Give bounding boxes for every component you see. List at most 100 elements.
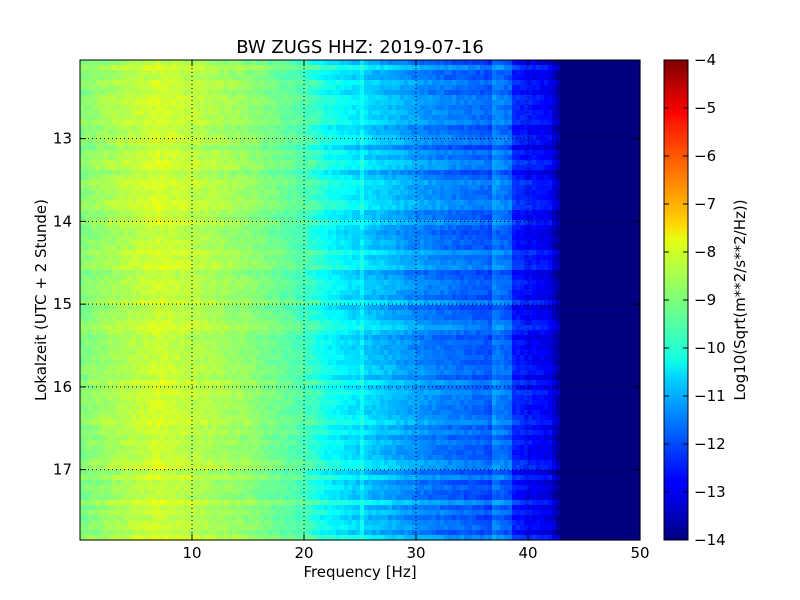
heatmap-cell xyxy=(176,115,181,121)
heatmap-cell xyxy=(304,235,309,241)
heatmap-cell xyxy=(84,175,89,181)
heatmap-cell xyxy=(580,215,585,221)
heatmap-cell xyxy=(480,220,485,226)
heatmap-cell xyxy=(400,190,405,196)
heatmap-cell xyxy=(348,235,353,241)
heatmap-cell xyxy=(252,110,257,116)
heatmap-cell xyxy=(360,230,365,236)
heatmap-cell xyxy=(588,225,593,231)
heatmap-cell xyxy=(528,200,533,206)
heatmap-cell xyxy=(600,165,605,171)
heatmap-cell xyxy=(504,165,509,171)
heatmap-cell xyxy=(196,195,201,201)
heatmap-cell xyxy=(516,140,521,146)
heatmap-cell xyxy=(236,75,241,81)
heatmap-cell xyxy=(492,180,497,186)
heatmap-cell xyxy=(616,170,621,176)
heatmap-cell xyxy=(332,180,337,186)
heatmap-cell xyxy=(468,225,473,231)
heatmap-cell xyxy=(128,135,133,141)
heatmap-cell xyxy=(108,200,113,206)
heatmap-cell xyxy=(88,75,93,81)
heatmap-cell xyxy=(372,180,377,186)
heatmap-cell xyxy=(636,100,641,106)
heatmap-cell xyxy=(448,185,453,191)
heatmap-cell xyxy=(288,85,293,91)
heatmap-cell xyxy=(368,180,373,186)
heatmap-cell xyxy=(576,130,581,136)
heatmap-cell xyxy=(452,90,457,96)
heatmap-cell xyxy=(600,230,605,236)
heatmap-cell xyxy=(544,155,549,161)
heatmap-cell xyxy=(176,190,181,196)
heatmap-cell xyxy=(188,155,193,161)
heatmap-cell xyxy=(464,70,469,76)
heatmap-cell xyxy=(516,210,521,216)
heatmap-cell xyxy=(388,110,393,116)
heatmap-cell xyxy=(80,190,85,196)
heatmap-cell xyxy=(216,85,221,91)
heatmap-cell xyxy=(528,215,533,221)
heatmap-cell xyxy=(112,105,117,111)
heatmap-cell xyxy=(588,65,593,71)
heatmap-cell xyxy=(224,190,229,196)
heatmap-cell xyxy=(192,145,197,151)
heatmap-cell xyxy=(168,170,173,176)
heatmap-cell xyxy=(288,150,293,156)
heatmap-cell xyxy=(248,200,253,206)
heatmap-cell xyxy=(216,215,221,221)
heatmap-cell xyxy=(232,60,237,66)
heatmap-cell xyxy=(204,85,209,91)
heatmap-cell xyxy=(468,120,473,126)
heatmap-cell xyxy=(420,215,425,221)
heatmap-cell xyxy=(452,225,457,231)
heatmap-cell xyxy=(588,80,593,86)
heatmap-cell xyxy=(268,165,273,171)
heatmap-cell xyxy=(192,120,197,126)
heatmap-cell xyxy=(548,170,553,176)
heatmap-cell xyxy=(380,70,385,76)
heatmap-cell xyxy=(576,200,581,206)
heatmap-cell xyxy=(536,205,541,211)
heatmap-cell xyxy=(160,210,165,216)
heatmap-cell xyxy=(472,60,477,66)
heatmap-cell xyxy=(124,140,129,146)
heatmap-cell xyxy=(112,205,117,211)
heatmap-cell xyxy=(440,60,445,66)
heatmap-cell xyxy=(448,120,453,126)
heatmap-cell xyxy=(172,190,177,196)
heatmap-cell xyxy=(168,185,173,191)
heatmap-cell xyxy=(144,205,149,211)
heatmap-cell xyxy=(504,60,509,66)
heatmap-cell xyxy=(136,120,141,126)
heatmap-cell xyxy=(300,145,305,151)
heatmap-cell xyxy=(388,180,393,186)
heatmap-cell xyxy=(140,95,145,101)
heatmap-cell xyxy=(300,185,305,191)
heatmap-cell xyxy=(340,120,345,126)
heatmap-cell xyxy=(472,225,477,231)
heatmap-cell xyxy=(444,205,449,211)
heatmap-cell xyxy=(600,170,605,176)
heatmap-cell xyxy=(428,210,433,216)
heatmap-cell xyxy=(252,190,257,196)
heatmap-cell xyxy=(448,130,453,136)
heatmap-cell xyxy=(488,70,493,76)
heatmap-cell xyxy=(516,110,521,116)
heatmap-cell xyxy=(428,170,433,176)
heatmap-cell xyxy=(200,200,205,206)
heatmap-cell xyxy=(616,140,621,146)
heatmap-cell xyxy=(392,85,397,91)
heatmap-cell xyxy=(240,125,245,131)
heatmap-cell xyxy=(424,105,429,111)
heatmap-cell xyxy=(380,125,385,131)
heatmap-cell xyxy=(260,130,265,136)
heatmap-cell xyxy=(188,145,193,151)
heatmap-cell xyxy=(340,80,345,86)
heatmap-cell xyxy=(424,90,429,96)
heatmap-cell xyxy=(132,80,137,86)
heatmap-cell xyxy=(364,175,369,181)
heatmap-cell xyxy=(580,115,585,121)
heatmap-cell xyxy=(376,145,381,151)
heatmap-cell xyxy=(576,225,581,231)
